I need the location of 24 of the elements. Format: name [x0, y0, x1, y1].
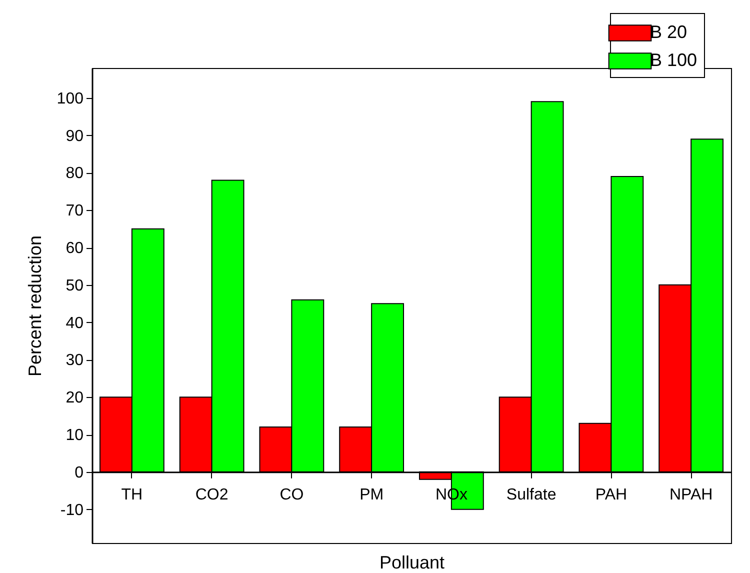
y-tick-label: 50	[66, 277, 84, 294]
x-tick-label: CO	[280, 486, 304, 504]
y-tick-label: 0	[74, 464, 84, 482]
x-tick-label: Sulfate	[506, 486, 556, 504]
x-tick-label: TH	[121, 486, 143, 504]
y-tick-label: 60	[66, 240, 84, 258]
x-tick-label: PAH	[595, 486, 628, 504]
x-tick-label: NOx	[435, 486, 468, 504]
y-tick-label: 20	[66, 390, 84, 407]
x-axis-title: Polluant	[379, 552, 445, 572]
y-tick-label: 90	[66, 128, 84, 145]
y-tick-label: 10	[66, 427, 84, 444]
x-tick-label: NPAH	[669, 486, 713, 504]
y-tick-label: 30	[66, 352, 84, 370]
y-tick-label: -10	[60, 502, 84, 519]
x-tick-label: CO2	[195, 486, 228, 504]
legend-label: B 20	[650, 22, 688, 42]
y-axis-title: Percent reduction	[24, 235, 45, 377]
x-tick-label: PM	[360, 486, 384, 504]
legend-label: B 100	[650, 50, 698, 70]
y-tick-label: 70	[66, 202, 84, 220]
y-tick-label: 40	[66, 314, 84, 332]
y-tick-label: 100	[56, 90, 84, 108]
y-tick-label: 80	[66, 165, 84, 182]
